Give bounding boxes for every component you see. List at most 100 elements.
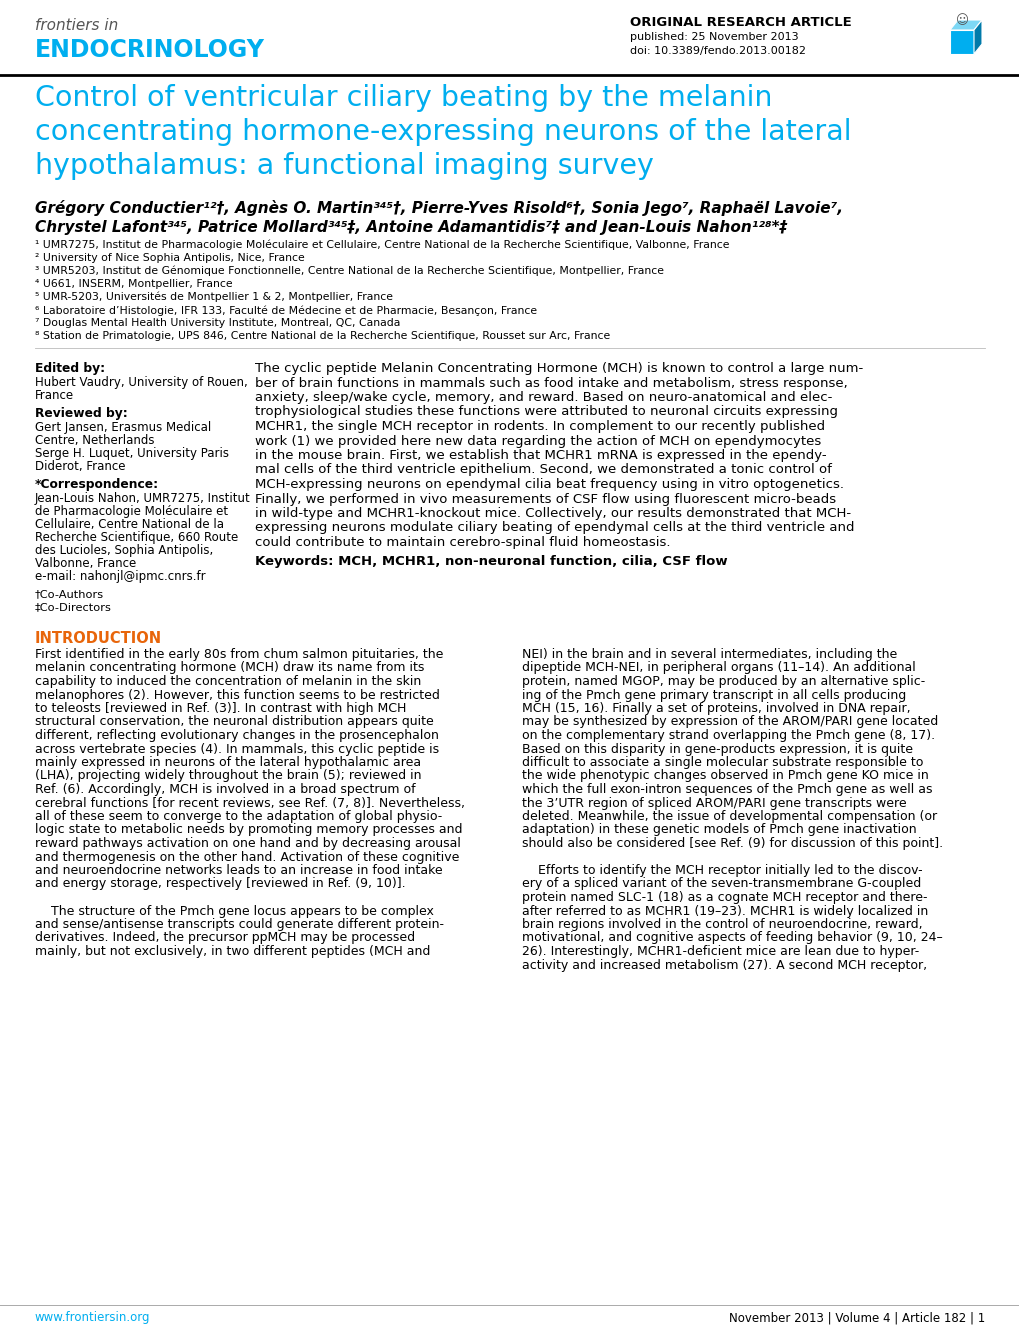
Text: ⁸ Station de Primatologie, UPS 846, Centre National de la Recherche Scientifique: ⁸ Station de Primatologie, UPS 846, Cent… — [35, 331, 609, 340]
Text: Serge H. Luquet, University Paris: Serge H. Luquet, University Paris — [35, 447, 229, 461]
Text: The structure of the Pmch gene locus appears to be complex: The structure of the Pmch gene locus app… — [35, 905, 433, 917]
Text: across vertebrate species (4). In mammals, this cyclic peptide is: across vertebrate species (4). In mammal… — [35, 742, 439, 756]
Text: e-mail: nahonjl@ipmc.cnrs.fr: e-mail: nahonjl@ipmc.cnrs.fr — [35, 570, 206, 583]
Text: adaptation) in these genetic models of Pmch gene inactivation: adaptation) in these genetic models of P… — [522, 824, 916, 837]
Text: logic state to metabolic needs by promoting memory processes and: logic state to metabolic needs by promot… — [35, 824, 462, 837]
Text: anxiety, sleep/wake cycle, memory, and reward. Based on neuro-anatomical and ele: anxiety, sleep/wake cycle, memory, and r… — [255, 391, 832, 405]
Text: Efforts to identify the MCH receptor initially led to the discov-: Efforts to identify the MCH receptor ini… — [522, 864, 922, 877]
Text: difficult to associate a single molecular substrate responsible to: difficult to associate a single molecula… — [522, 756, 922, 769]
Text: www.frontiersin.org: www.frontiersin.org — [35, 1311, 151, 1324]
Text: Based on this disparity in gene-products expression, it is quite: Based on this disparity in gene-products… — [522, 742, 912, 756]
Text: The cyclic peptide Melanin Concentrating Hormone (MCH) is known to control a lar: The cyclic peptide Melanin Concentrating… — [255, 362, 862, 375]
Text: Gert Jansen, Erasmus Medical: Gert Jansen, Erasmus Medical — [35, 421, 211, 434]
Text: Cellulaire, Centre National de la: Cellulaire, Centre National de la — [35, 518, 224, 531]
Text: Ref. (6). Accordingly, MCH is involved in a broad spectrum of: Ref. (6). Accordingly, MCH is involved i… — [35, 784, 415, 796]
Text: dipeptide MCH-NEI, in peripheral organs (11–14). An additional: dipeptide MCH-NEI, in peripheral organs … — [522, 662, 915, 674]
Text: France: France — [35, 388, 74, 402]
Text: derivatives. Indeed, the precursor ppMCH may be processed: derivatives. Indeed, the precursor ppMCH… — [35, 932, 415, 944]
Text: Control of ventricular ciliary beating by the melanin: Control of ventricular ciliary beating b… — [35, 84, 771, 112]
Text: ing of the Pmch gene primary transcript in all cells producing: ing of the Pmch gene primary transcript … — [522, 689, 905, 701]
Text: capability to induced the concentration of melanin in the skin: capability to induced the concentration … — [35, 676, 421, 688]
Text: the wide phenotypic changes observed in Pmch gene KO mice in: the wide phenotypic changes observed in … — [522, 769, 928, 782]
Text: concentrating hormone-expressing neurons of the lateral: concentrating hormone-expressing neurons… — [35, 117, 851, 146]
Text: should also be considered [see Ref. (9) for discussion of this point].: should also be considered [see Ref. (9) … — [522, 837, 943, 850]
Text: MCH-expressing neurons on ependymal cilia beat frequency using in vitro optogene: MCH-expressing neurons on ependymal cili… — [255, 478, 843, 491]
Text: mal cells of the third ventricle epithelium. Second, we demonstrated a tonic con: mal cells of the third ventricle epithel… — [255, 463, 832, 477]
Text: structural conservation, the neuronal distribution appears quite: structural conservation, the neuronal di… — [35, 716, 433, 729]
Text: Reviewed by:: Reviewed by: — [35, 407, 127, 421]
Text: in wild-type and MCHR1-knockout mice. Collectively, our results demonstrated tha: in wild-type and MCHR1-knockout mice. Co… — [255, 507, 850, 521]
Text: NEI) in the brain and in several intermediates, including the: NEI) in the brain and in several interme… — [522, 647, 897, 661]
Text: †Co-Authors: †Co-Authors — [35, 589, 104, 599]
Text: Jean-Louis Nahon, UMR7275, Institut: Jean-Louis Nahon, UMR7275, Institut — [35, 493, 251, 505]
Polygon shape — [949, 29, 973, 53]
Text: ENDOCRINOLOGY: ENDOCRINOLOGY — [35, 37, 265, 61]
Text: frontiers in: frontiers in — [35, 17, 118, 33]
Text: ³ UMR5203, Institut de Génomique Fonctionnelle, Centre National de la Recherche : ³ UMR5203, Institut de Génomique Fonctio… — [35, 266, 663, 276]
Text: 26). Interestingly, MCHR1-deficient mice are lean due to hyper-: 26). Interestingly, MCHR1-deficient mice… — [522, 945, 918, 959]
Text: cerebral functions [for recent reviews, see Ref. (7, 8)]. Nevertheless,: cerebral functions [for recent reviews, … — [35, 797, 465, 809]
Text: Hubert Vaudry, University of Rouen,: Hubert Vaudry, University of Rouen, — [35, 376, 248, 388]
Text: and neuroendocrine networks leads to an increase in food intake: and neuroendocrine networks leads to an … — [35, 864, 442, 877]
Text: November 2013 | Volume 4 | Article 182 | 1: November 2013 | Volume 4 | Article 182 |… — [728, 1311, 984, 1324]
Text: ¹ UMR7275, Institut de Pharmacologie Moléculaire et Cellulaire, Centre National : ¹ UMR7275, Institut de Pharmacologie Mol… — [35, 240, 729, 251]
Text: ⁷ Douglas Mental Health University Institute, Montreal, QC, Canada: ⁷ Douglas Mental Health University Insti… — [35, 318, 400, 328]
Text: motivational, and cognitive aspects of feeding behavior (9, 10, 24–: motivational, and cognitive aspects of f… — [522, 932, 942, 944]
Text: ⁴ U661, INSERM, Montpellier, France: ⁴ U661, INSERM, Montpellier, France — [35, 279, 232, 288]
Text: mainly expressed in neurons of the lateral hypothalamic area: mainly expressed in neurons of the later… — [35, 756, 421, 769]
Text: protein, named MGOP, may be produced by an alternative splic-: protein, named MGOP, may be produced by … — [522, 676, 924, 688]
Text: published: 25 November 2013: published: 25 November 2013 — [630, 32, 798, 41]
Text: and thermogenesis on the other hand. Activation of these cognitive: and thermogenesis on the other hand. Act… — [35, 850, 459, 864]
Text: ery of a spliced variant of the seven-transmembrane G-coupled: ery of a spliced variant of the seven-tr… — [522, 877, 920, 890]
Text: First identified in the early 80s from chum salmon pituitaries, the: First identified in the early 80s from c… — [35, 647, 443, 661]
Text: INTRODUCTION: INTRODUCTION — [35, 631, 162, 646]
Text: Diderot, France: Diderot, France — [35, 461, 125, 473]
Polygon shape — [973, 20, 981, 53]
Text: Keywords: MCH, MCHR1, non-neuronal function, cilia, CSF flow: Keywords: MCH, MCHR1, non-neuronal funct… — [255, 555, 727, 569]
Text: expressing neurons modulate ciliary beating of ependymal cells at the third vent: expressing neurons modulate ciliary beat… — [255, 522, 854, 534]
Text: reward pathways activation on one hand and by decreasing arousal: reward pathways activation on one hand a… — [35, 837, 461, 850]
Text: ⁶ Laboratoire d’Histologie, IFR 133, Faculté de Médecine et de Pharmacie, Besanç: ⁶ Laboratoire d’Histologie, IFR 133, Fac… — [35, 304, 537, 315]
Text: de Pharmacologie Moléculaire et: de Pharmacologie Moléculaire et — [35, 505, 228, 518]
Text: and sense/antisense transcripts could generate different protein-: and sense/antisense transcripts could ge… — [35, 918, 443, 930]
Text: ORIGINAL RESEARCH ARTICLE: ORIGINAL RESEARCH ARTICLE — [630, 16, 851, 29]
Text: ² University of Nice Sophia Antipolis, Nice, France: ² University of Nice Sophia Antipolis, N… — [35, 254, 305, 263]
Text: MCHR1, the single MCH receptor in rodents. In complement to our recently publish: MCHR1, the single MCH receptor in rodent… — [255, 421, 824, 433]
Text: in the mouse brain. First, we establish that MCHR1 mRNA is expressed in the epen: in the mouse brain. First, we establish … — [255, 449, 825, 462]
Text: ☺: ☺ — [955, 13, 968, 27]
Text: ⁵ UMR-5203, Universités de Montpellier 1 & 2, Montpellier, France: ⁵ UMR-5203, Universités de Montpellier 1… — [35, 292, 392, 303]
Text: brain regions involved in the control of neuroendocrine, reward,: brain regions involved in the control of… — [522, 918, 922, 930]
Text: may be synthesized by expression of the AROM/PARI gene located: may be synthesized by expression of the … — [522, 716, 937, 729]
Text: trophysiological studies these functions were attributed to neuronal circuits ex: trophysiological studies these functions… — [255, 406, 838, 418]
Text: which the full exon-intron sequences of the Pmch gene as well as: which the full exon-intron sequences of … — [522, 784, 931, 796]
Text: ber of brain functions in mammals such as food intake and metabolism, stress res: ber of brain functions in mammals such a… — [255, 376, 847, 390]
Text: Recherche Scientifique, 660 Route: Recherche Scientifique, 660 Route — [35, 531, 238, 543]
Text: the 3’UTR region of spliced AROM/PARI gene transcripts were: the 3’UTR region of spliced AROM/PARI ge… — [522, 797, 906, 809]
Polygon shape — [949, 20, 981, 29]
Text: Valbonne, France: Valbonne, France — [35, 557, 137, 570]
Text: different, reflecting evolutionary changes in the prosencephalon: different, reflecting evolutionary chang… — [35, 729, 438, 742]
Text: des Lucioles, Sophia Antipolis,: des Lucioles, Sophia Antipolis, — [35, 543, 213, 557]
Text: Chrystel Lafont³⁴⁵, Patrice Mollard³⁴⁵‡, Antoine Adamantidis⁷‡ and Jean-Louis Na: Chrystel Lafont³⁴⁵, Patrice Mollard³⁴⁵‡,… — [35, 220, 787, 235]
Text: mainly, but not exclusively, in two different peptides (MCH and: mainly, but not exclusively, in two diff… — [35, 945, 430, 959]
Text: Grégory Conductier¹²†, Agnès O. Martin³⁴⁵†, Pierre-Yves Risold⁶†, Sonia Jego⁷, R: Grégory Conductier¹²†, Agnès O. Martin³⁴… — [35, 200, 842, 216]
Text: after referred to as MCHR1 (19–23). MCHR1 is widely localized in: after referred to as MCHR1 (19–23). MCHR… — [522, 905, 927, 917]
Text: (LHA), projecting widely throughout the brain (5); reviewed in: (LHA), projecting widely throughout the … — [35, 769, 421, 782]
Text: to teleosts [reviewed in Ref. (3)]. In contrast with high MCH: to teleosts [reviewed in Ref. (3)]. In c… — [35, 702, 406, 716]
Text: on the complementary strand overlapping the Pmch gene (8, 17).: on the complementary strand overlapping … — [522, 729, 934, 742]
Text: deleted. Meanwhile, the issue of developmental compensation (or: deleted. Meanwhile, the issue of develop… — [522, 810, 936, 822]
Text: all of these seem to converge to the adaptation of global physio-: all of these seem to converge to the ada… — [35, 810, 442, 822]
Text: protein named SLC-1 (18) as a cognate MCH receptor and there-: protein named SLC-1 (18) as a cognate MC… — [522, 890, 926, 904]
Text: MCH (15, 16). Finally a set of proteins, involved in DNA repair,: MCH (15, 16). Finally a set of proteins,… — [522, 702, 910, 716]
Text: *Correspondence:: *Correspondence: — [35, 478, 159, 491]
Text: melanin concentrating hormone (MCH) draw its name from its: melanin concentrating hormone (MCH) draw… — [35, 662, 424, 674]
Text: hypothalamus: a functional imaging survey: hypothalamus: a functional imaging surve… — [35, 152, 653, 180]
Text: ‡Co-Directors: ‡Co-Directors — [35, 602, 112, 611]
Text: work (1) we provided here new data regarding the action of MCH on ependymocytes: work (1) we provided here new data regar… — [255, 434, 820, 447]
Text: Finally, we performed in vivo measurements of CSF flow using fluorescent micro-b: Finally, we performed in vivo measuremen… — [255, 493, 836, 506]
Text: activity and increased metabolism (27). A second MCH receptor,: activity and increased metabolism (27). … — [522, 959, 926, 972]
Text: could contribute to maintain cerebro-spinal fluid homeostasis.: could contribute to maintain cerebro-spi… — [255, 535, 669, 549]
Text: doi: 10.3389/fendo.2013.00182: doi: 10.3389/fendo.2013.00182 — [630, 45, 805, 56]
Text: Edited by:: Edited by: — [35, 362, 105, 375]
Text: and energy storage, respectively [reviewed in Ref. (9, 10)].: and energy storage, respectively [review… — [35, 877, 406, 890]
